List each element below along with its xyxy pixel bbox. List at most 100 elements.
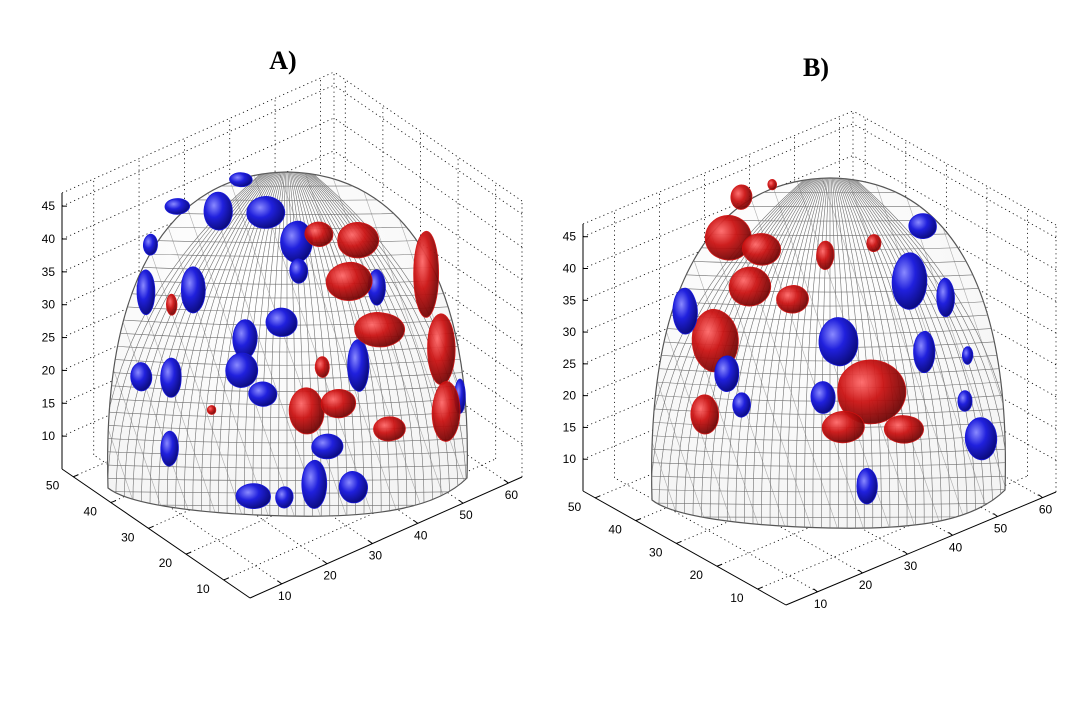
side-wall-gridline: [333, 117, 523, 248]
mesh-longitude-line: [294, 172, 365, 517]
x-tick-label: 50: [994, 521, 1008, 535]
mesh-longitude-line: [735, 178, 822, 529]
mesh-diagonal-line: [484, 178, 604, 530]
red-activation-blob: [165, 293, 178, 316]
mesh-longitude-line: [847, 178, 1006, 529]
mesh-diagonal-line: [651, 178, 709, 529]
red-activation-blob: [690, 394, 720, 435]
blue-activation-blob: [265, 307, 298, 337]
mesh-diagonal-line: [458, 178, 578, 530]
red-activation-blob: [837, 359, 907, 425]
y-tick-label: 20: [159, 556, 173, 570]
mesh-diagonal-line: [252, 172, 374, 517]
mesh-diagonal-line: [487, 172, 607, 518]
red-activation-blob: [866, 234, 882, 253]
y-tick-label: 10: [730, 591, 744, 605]
blue-activation-blob: [311, 433, 344, 460]
mesh-latitude-line: [651, 489, 1006, 493]
mesh-longitude-line: [844, 178, 985, 529]
mesh-longitude-line: [843, 178, 976, 529]
panel-b-tick-labels: 10 20 30 40 50 60 10 20 30 40 50 10 15 20 25 30 35 40 45: [563, 230, 1053, 611]
y-tick-label: 40: [84, 505, 98, 519]
y-axis-line: [61, 468, 251, 599]
y-tick-label: 30: [649, 545, 663, 559]
tick-mark: [504, 479, 509, 484]
mesh-diagonal-line: [107, 172, 166, 517]
mesh-longitude-line: [752, 178, 823, 529]
mesh-longitude-line: [158, 172, 275, 517]
tick-mark: [322, 560, 328, 565]
mesh-longitude-line: [812, 178, 829, 529]
z-tick-label: 45: [563, 230, 577, 244]
tick-mark: [993, 513, 998, 517]
blue-activation-blob: [225, 352, 259, 388]
mesh-longitude-line: [744, 178, 823, 529]
blue-activation-blob: [913, 330, 936, 374]
mesh-longitude-line: [795, 178, 828, 529]
z-tick-label: 15: [563, 420, 577, 434]
mesh-diagonal-line: [226, 172, 348, 517]
mesh-longitude-line: [651, 178, 813, 529]
blue-activation-blob: [275, 486, 294, 509]
y-axis-line: [582, 490, 787, 606]
mesh-longitude-line: [778, 178, 826, 529]
blue-activation-blob: [961, 346, 974, 365]
mesh-longitude-line: [124, 172, 272, 517]
mesh-longitude-line: [842, 178, 968, 529]
red-activation-blob: [883, 415, 925, 444]
blue-activation-blob: [248, 381, 278, 407]
red-activation-blob: [767, 178, 778, 191]
blue-activation-blob: [367, 269, 386, 306]
tick-mark: [110, 500, 117, 504]
blue-activation-blob: [142, 233, 158, 256]
mesh-longitude-line: [718, 178, 820, 529]
mesh-latitude-line: [651, 286, 1006, 293]
panel-a-title: A): [269, 46, 296, 75]
mesh-longitude-line: [291, 172, 339, 517]
mesh-latitude-line: [651, 462, 1006, 467]
mesh-diagonal-line: [1056, 178, 1077, 530]
mesh-longitude-line: [288, 172, 305, 517]
blue-activation-blob: [338, 471, 369, 504]
z-tick-label: 30: [42, 298, 56, 312]
x-tick-label: 20: [859, 578, 873, 592]
blue-activation-blob: [714, 355, 740, 392]
z-tick-label: 45: [42, 199, 56, 213]
tick-mark: [676, 540, 682, 544]
mesh-diagonal-line: [107, 172, 140, 517]
red-activation-blob: [288, 387, 325, 435]
x-axis-line: [785, 491, 1057, 606]
tick-mark: [277, 580, 283, 585]
x-tick-label: 10: [278, 589, 292, 603]
y-tick-label: 20: [690, 568, 704, 582]
y-tick-label: 10: [196, 582, 210, 596]
blue-activation-blob: [672, 287, 698, 335]
mesh-diagonal-line: [821, 178, 943, 529]
mesh-diagonal-line: [0, 172, 35, 518]
back-wall-gridline: [582, 155, 854, 269]
mesh-diagonal-line: [148, 172, 270, 517]
blue-activation-blob: [347, 339, 370, 392]
mesh-longitude-line: [839, 178, 934, 529]
mesh-longitude-line: [837, 178, 916, 529]
mesh-diagonal-line: [0, 172, 87, 518]
red-activation-blob: [427, 313, 456, 386]
x-tick-label: 60: [1039, 503, 1053, 517]
z-tick-label: 35: [563, 293, 577, 307]
blue-activation-blob: [964, 417, 998, 461]
red-activation-blob: [816, 240, 835, 270]
mesh-longitude-line: [132, 172, 273, 517]
red-activation-blob: [728, 266, 772, 307]
red-activation-blob: [314, 356, 330, 378]
z-tick-label: 40: [42, 232, 56, 246]
tick-mark: [413, 519, 419, 524]
mesh-latitude-line: [651, 272, 1006, 279]
y-tick-label: 40: [608, 523, 622, 537]
y-tick-label: 30: [121, 530, 135, 544]
back-wall-gridline: [582, 123, 854, 238]
blue-activation-blob: [856, 467, 878, 505]
box-edge: [582, 110, 854, 225]
floor-gridline: [614, 477, 818, 593]
mesh-longitude-line: [149, 172, 275, 517]
